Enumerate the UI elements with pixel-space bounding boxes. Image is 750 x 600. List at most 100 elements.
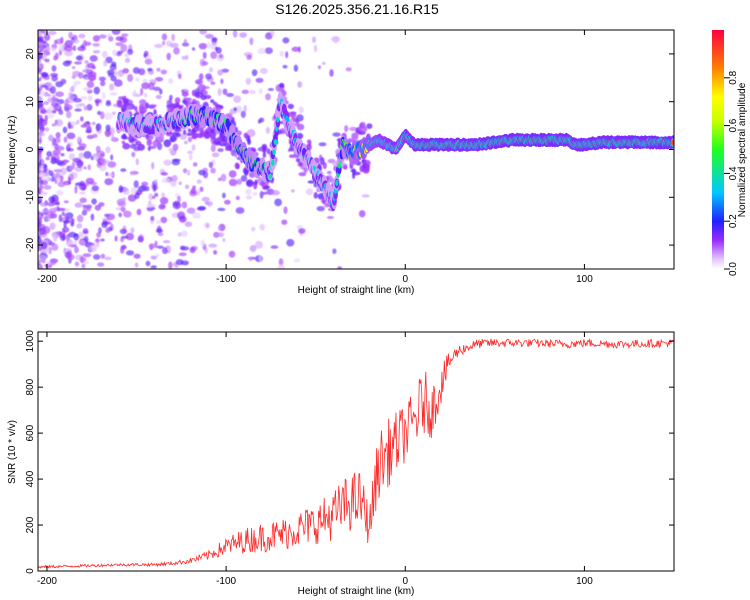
spectrogram-noise-blob <box>133 180 139 189</box>
spectrogram-noise-blob <box>198 73 204 81</box>
spectrogram-noise-blob <box>161 33 168 41</box>
spectrogram-noise-blob <box>72 157 82 163</box>
spectrogram-noise-blob <box>155 253 160 258</box>
spectrogram-noise-blob <box>150 265 157 269</box>
spectrogram-noise-blob <box>130 187 137 195</box>
spectrogram-noise-blob <box>262 145 267 154</box>
spectrogram-noise-blob <box>217 225 222 232</box>
spectrogram-noise-blob <box>78 103 86 107</box>
spectrogram-noise-blob <box>38 122 43 129</box>
spectrogram-noise-blob <box>38 186 41 194</box>
spectrogram-noise-blob <box>235 207 245 214</box>
spectrogram-noise-blob <box>322 61 326 65</box>
spectrogram-noise-blob <box>215 47 222 54</box>
spectrogram-noise-blob <box>170 135 177 143</box>
spectrogram-noise-blob <box>166 104 171 108</box>
spectrogram-noise-blob <box>73 98 82 103</box>
spectrogram-noise-blob <box>266 148 271 155</box>
spectrogram-noise-blob <box>63 200 69 204</box>
spectrogram-noise-blob <box>234 152 238 158</box>
spectrogram-noise-blob <box>93 254 101 260</box>
spectrogram-noise-blob <box>224 142 229 147</box>
spectrogram-noise-blob <box>70 164 74 171</box>
spectrogram-noise-blob <box>133 253 141 259</box>
spectrogram-noise-blob <box>201 196 210 202</box>
spectrogram-noise-blob <box>222 192 226 199</box>
spectrogram-noise-blob <box>289 111 297 119</box>
spectrogram-noise-blob <box>116 73 124 77</box>
spectrogram-noise-blob <box>95 145 101 153</box>
spectrogram-noise-blob <box>80 256 87 263</box>
spectrogram-noise-blob <box>208 161 214 169</box>
spectrogram-noise-blob <box>240 110 246 119</box>
spectrogram-noise-blob <box>92 153 100 158</box>
spectrogram-noise-blob <box>154 192 159 197</box>
spectrogram-noise-blob <box>64 50 74 57</box>
spectrogram-noise-blob <box>182 99 186 104</box>
spectrogram-noise-blob <box>47 30 57 36</box>
spectrogram-noise-blob <box>157 232 164 236</box>
spectrogram-noise-blob <box>205 33 214 39</box>
spectrogram-noise-blob <box>211 152 220 158</box>
spectrogram-noise-blob <box>87 164 92 171</box>
top-y-tick-label: 20 <box>25 48 36 60</box>
spectrogram-noise-blob <box>72 45 76 51</box>
spectrogram-noise-blob <box>38 218 41 227</box>
spectrogram-noise-blob <box>147 67 153 72</box>
spectrogram-noise-blob <box>76 119 80 125</box>
spectrogram-noise-blob <box>150 255 158 260</box>
spectrogram-noise-blob <box>66 143 71 148</box>
spectrogram-noise-blob <box>352 168 356 176</box>
spectrogram-noise-blob <box>43 91 49 97</box>
spectrogram-noise-blob <box>152 86 161 91</box>
spectrogram-noise-blob <box>291 189 295 193</box>
spectrogram-noise-blob <box>99 158 104 163</box>
spectrogram-noise-blob <box>158 203 166 210</box>
spectrogram-noise-blob <box>122 142 131 150</box>
spectrogram-noise-blob <box>181 55 187 60</box>
spectrogram-noise-blob <box>67 176 72 185</box>
spectrogram-noise-blob <box>282 64 288 69</box>
spectrogram-noise-blob <box>178 181 182 185</box>
spectrogram-noise-blob <box>241 89 249 95</box>
spectrogram-noise-blob <box>72 66 76 70</box>
spectrogram-noise-blob <box>265 126 270 134</box>
spectrogram-noise-blob <box>71 39 80 44</box>
spectrogram-noise-blob <box>213 250 218 255</box>
spectrogram-noise-blob <box>265 93 271 101</box>
spectrogram-noise-blob <box>278 258 284 266</box>
spectrogram-noise-blob <box>86 134 94 140</box>
spectrogram-noise-blob <box>236 179 242 185</box>
spectrogram-ridge-cell <box>671 139 674 146</box>
spectrogram-noise-blob <box>337 266 342 269</box>
spectrogram-noise-blob <box>47 113 55 119</box>
spectrogram-noise-blob <box>58 109 64 115</box>
spectrogram-noise-blob <box>76 214 84 223</box>
spectrogram-noise-blob <box>38 176 42 180</box>
spectrogram-noise-blob <box>205 222 210 229</box>
spectrogram-noise-blob <box>183 38 188 46</box>
spectrogram-noise-blob <box>68 92 73 97</box>
spectrogram-noise-blob <box>316 206 325 212</box>
spectrogram-noise-blob <box>303 166 308 173</box>
spectrogram-noise-blob <box>182 129 187 135</box>
spectrogram-noise-blob <box>251 69 258 77</box>
spectrogram-noise-blob <box>113 70 118 76</box>
spectrogram-noise-blob <box>49 222 56 230</box>
spectrogram-noise-blob <box>104 129 112 137</box>
colorbar-label: Normalized spectral amplitude <box>737 82 748 217</box>
spectrogram-noise-blob <box>187 128 192 133</box>
spectrogram-noise-blob <box>64 40 73 48</box>
colorbar-tick-label: 0.0 <box>728 262 739 276</box>
colorbar-tick-label: 0.6 <box>728 118 739 132</box>
spectrogram-noise-blob <box>181 91 189 97</box>
spectrogram-noise-blob <box>359 121 366 129</box>
spectrogram-noise-blob <box>58 214 63 223</box>
spectrogram-noise-blob <box>124 57 131 63</box>
spectrogram-noise-blob <box>296 123 305 131</box>
spectrogram-noise-blob <box>66 132 76 140</box>
spectrogram-noise-blob <box>121 140 126 144</box>
spectrogram-noise-blob <box>104 178 114 186</box>
spectrogram-noise-blob <box>261 191 268 195</box>
spectrogram-noise-blob <box>85 121 90 125</box>
